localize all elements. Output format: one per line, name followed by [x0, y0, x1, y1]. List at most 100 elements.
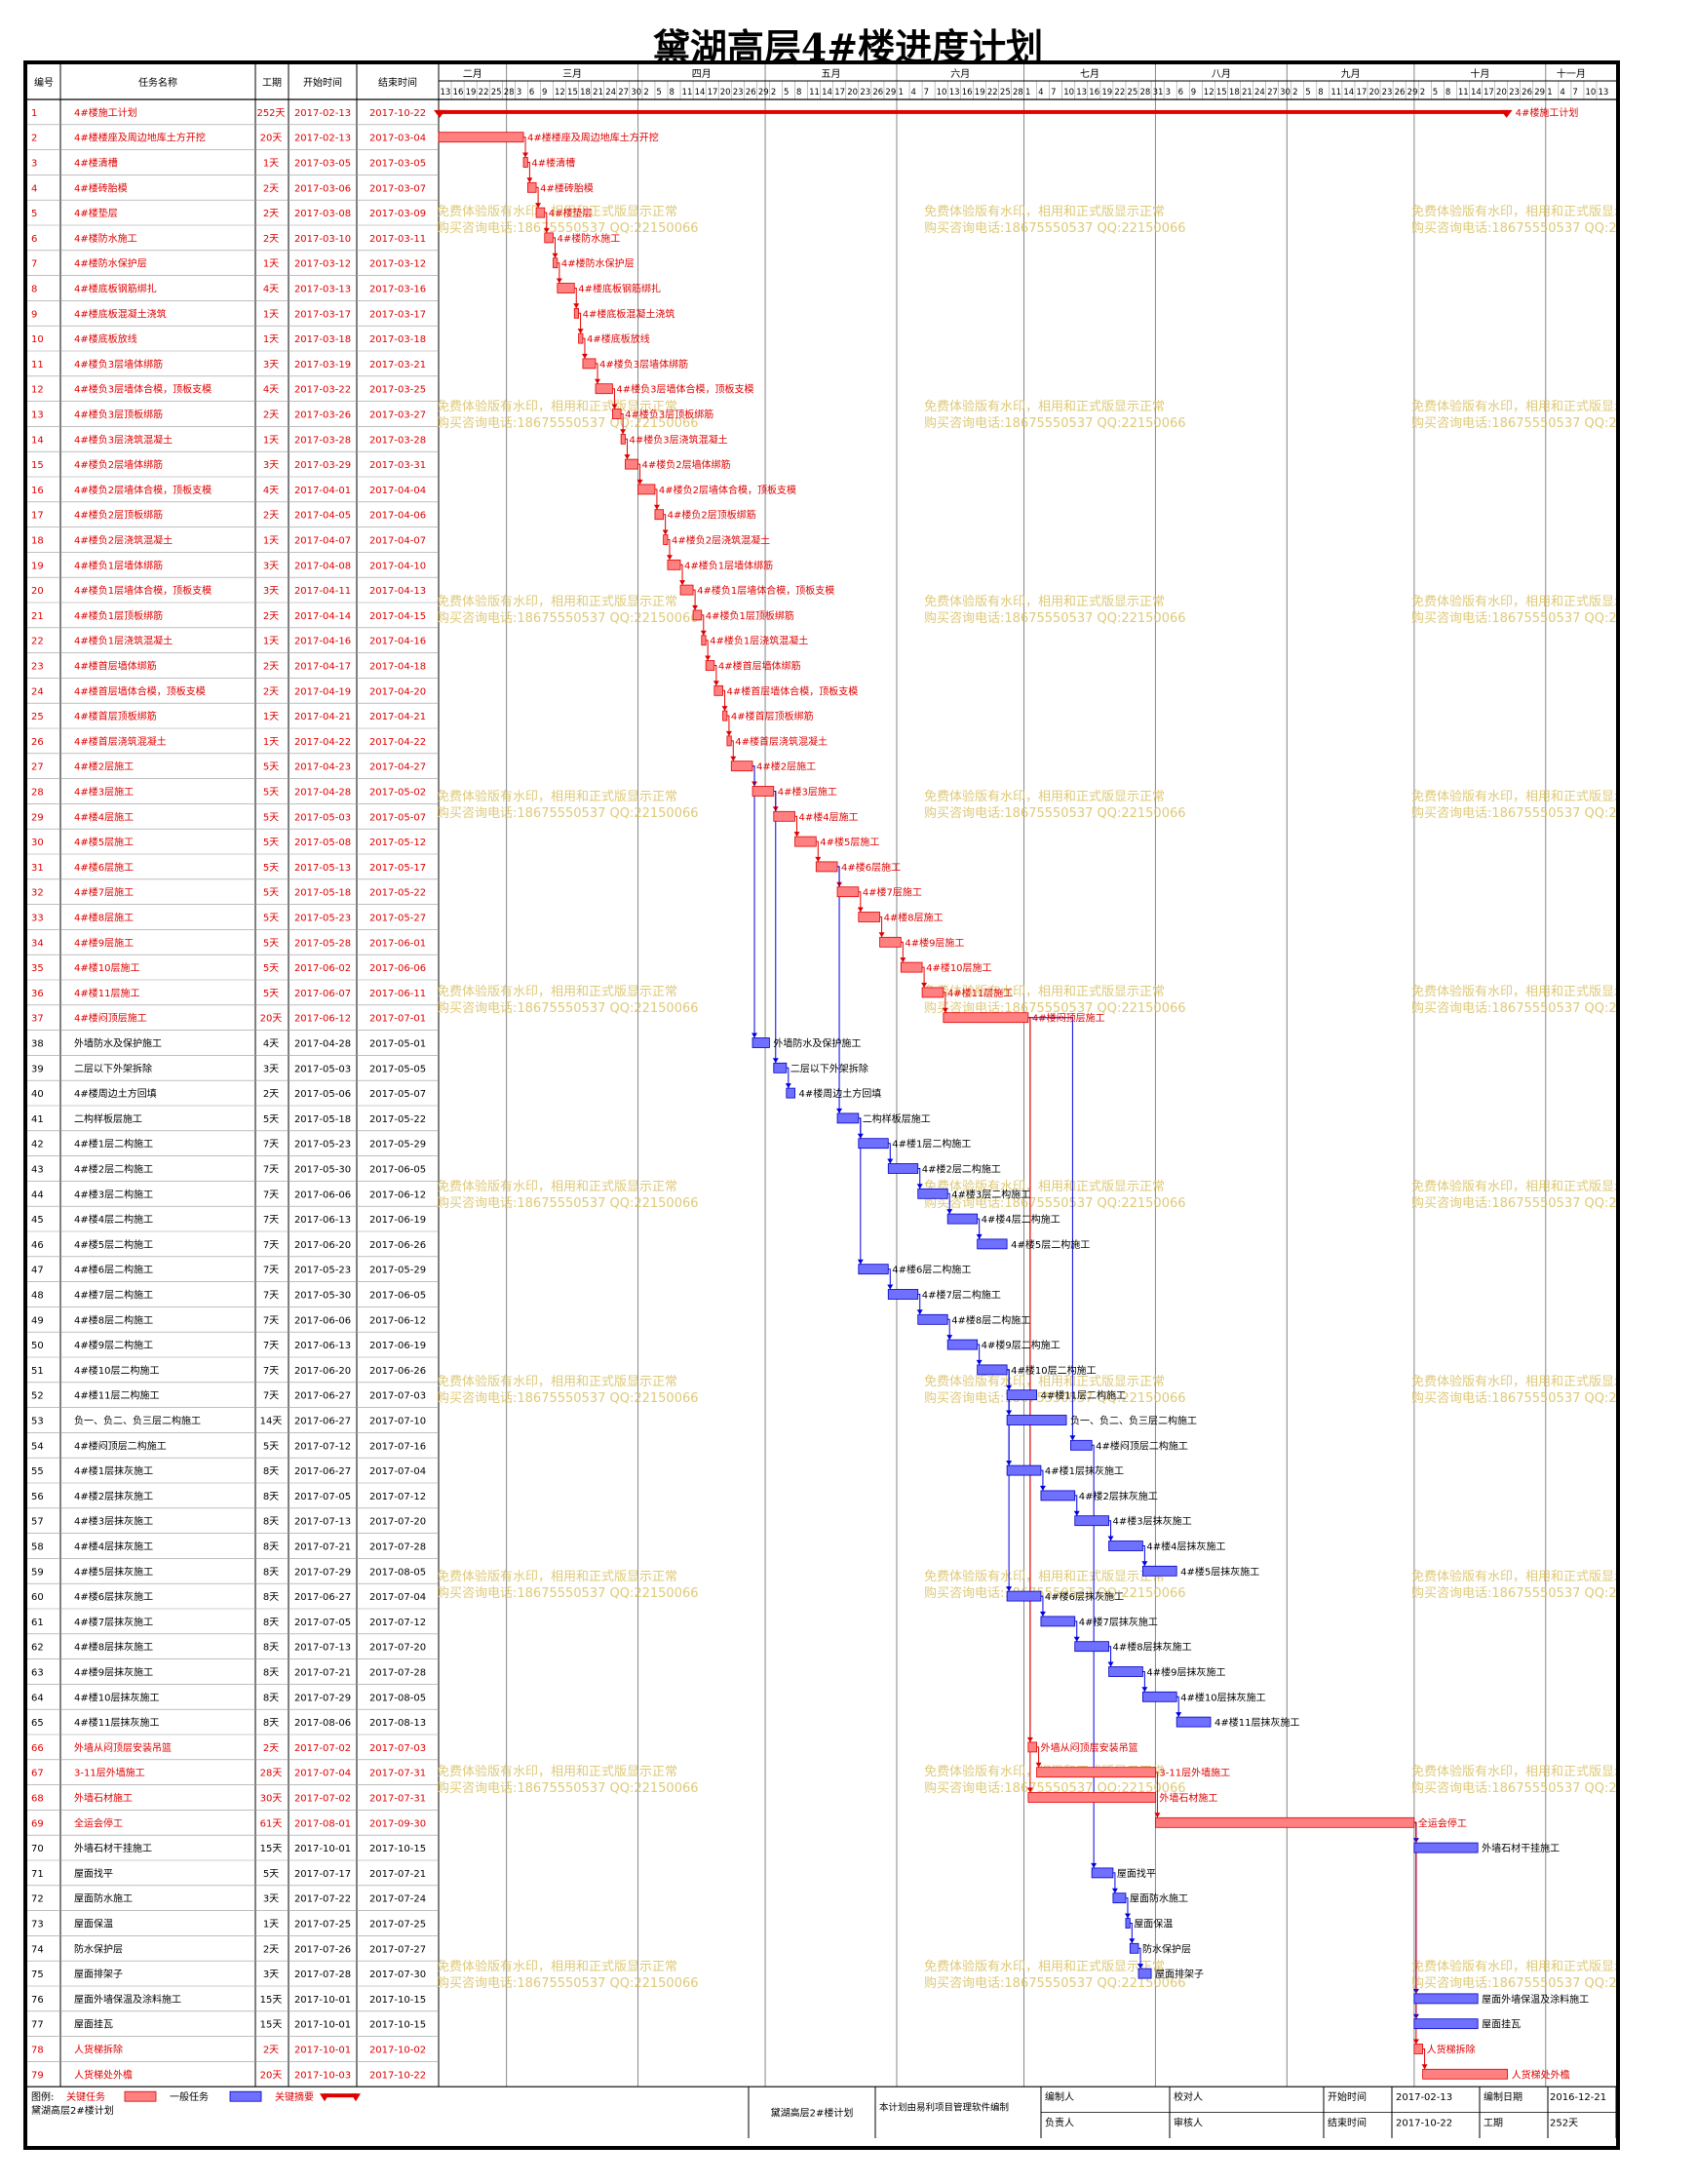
- dependency-link: [794, 815, 798, 838]
- task-bar-label: 3-11层外墙施工: [1159, 1767, 1230, 1779]
- critical-task-bar: [705, 660, 715, 671]
- task-start: 2017-05-18: [294, 888, 351, 899]
- task-id: 31: [31, 863, 44, 874]
- task-duration: 2天: [263, 234, 279, 245]
- task-name: 4#楼11层施工: [74, 987, 139, 999]
- task-id: 56: [31, 1492, 44, 1502]
- task-name: 4#楼2层施工: [74, 760, 134, 773]
- end-value: 2017-10-22: [1396, 2119, 1452, 2129]
- dependency-arrow: [721, 706, 728, 712]
- day-tick-label: 1: [1025, 88, 1030, 98]
- day-tick-label: 4: [911, 88, 916, 98]
- normal-task-bar: [858, 1138, 889, 1150]
- legend-summary-swatch: [324, 2093, 357, 2098]
- task-bar-label: 4#楼负2层浇筑混凝土: [672, 534, 770, 547]
- task-name: 4#楼负3层墙体合模，顶板支模: [74, 383, 212, 396]
- month-label: 八月: [1212, 68, 1231, 80]
- dependency-link: [621, 413, 624, 435]
- task-start: 2017-05-30: [294, 1165, 351, 1176]
- task-duration: 5天: [263, 888, 279, 899]
- critical-task-bar: [943, 1012, 1029, 1024]
- task-name: 4#楼清槽: [74, 157, 118, 170]
- task-end: 2017-07-04: [369, 1466, 426, 1477]
- critical-task-bar: [553, 257, 559, 269]
- day-tick-label: 13: [1599, 88, 1609, 98]
- task-start: 2017-04-07: [294, 536, 351, 547]
- task-bar-label: 防水保护层: [1142, 1942, 1191, 1955]
- task-end: 2017-07-10: [369, 1417, 426, 1427]
- watermark-line-2: 购买咨询电话:18675550537 QQ:22150066: [1411, 1000, 1616, 1016]
- task-id: 5: [31, 209, 37, 219]
- day-tick-label: 12: [555, 88, 565, 98]
- task-duration: 8天: [263, 1542, 279, 1553]
- task-start: 2017-06-27: [294, 1466, 351, 1477]
- task-name: 负一、负二、负三层二构施工: [74, 1415, 201, 1427]
- critical-task-bar: [1027, 1741, 1037, 1753]
- watermark-line-1: 免费体验版有水印，相用和正式版显示正常: [924, 1374, 1165, 1389]
- task-bar-label: 4#楼4层二构施工: [982, 1213, 1060, 1226]
- task-bar-label: 4#楼负3层浇筑混凝土: [629, 433, 727, 446]
- critical-task-bar: [900, 961, 923, 973]
- day-tick-label: 26: [746, 88, 756, 98]
- task-id: 40: [31, 1089, 44, 1100]
- normal-task-bar: [858, 1264, 889, 1275]
- critical-task-bar: [1027, 1792, 1156, 1803]
- dependency-arrow: [815, 856, 822, 862]
- task-bar-label: 4#楼6层施工: [841, 861, 901, 874]
- legend-critical-swatch: [124, 2090, 157, 2102]
- task-end: 2017-05-27: [369, 914, 426, 924]
- watermark-line-2: 购买咨询电话:18675550537 QQ:22150066: [437, 220, 699, 236]
- task-bar-label: 4#楼负3层墙体合模，顶板支模: [616, 383, 753, 396]
- legend-normal-swatch: [229, 2090, 262, 2102]
- task-name: 4#楼10层施工: [74, 961, 139, 974]
- task-start: 2017-03-05: [294, 159, 351, 170]
- dependency-link: [837, 866, 840, 1113]
- dependency-arrow: [785, 1083, 791, 1089]
- dependency-link: [922, 966, 925, 988]
- dependency-link: [693, 589, 696, 610]
- dependency-link: [1112, 1872, 1116, 1893]
- task-end: 2017-07-20: [369, 1643, 426, 1654]
- normal-task-bar: [1112, 1892, 1127, 1904]
- task-end: 2017-08-05: [369, 1693, 426, 1703]
- task-name: 4#楼3层抹灰施工: [74, 1515, 153, 1528]
- task-duration: 3天: [263, 360, 279, 370]
- task-bar-label: 4#楼负3层顶板绑筋: [625, 409, 713, 421]
- critical-task-bar: [620, 433, 626, 445]
- task-bar-label: 4#楼5层抹灰施工: [1180, 1565, 1259, 1578]
- task-end: 2017-04-13: [369, 586, 426, 597]
- task-duration: 8天: [263, 1693, 279, 1703]
- task-bar-label: 4#楼负1层墙体合模，顶板支模: [697, 584, 834, 597]
- task-bar-label: 屋面挂瓦: [1482, 2018, 1521, 2031]
- task-duration: 7天: [263, 1215, 279, 1226]
- task-start: 2017-03-08: [294, 209, 351, 219]
- day-tick-label: 24: [1254, 88, 1265, 98]
- dependency-link: [947, 1192, 950, 1215]
- task-start: 2017-05-23: [294, 1266, 351, 1276]
- day-tick-label: 23: [860, 88, 870, 98]
- dependency-link: [527, 162, 530, 183]
- task-start: 2017-04-28: [294, 788, 351, 799]
- task-bar-label: 4#楼10层抹灰施工: [1180, 1691, 1265, 1703]
- task-name: 二层以下外架拆除: [74, 1062, 152, 1074]
- task-end: 2017-10-15: [369, 1844, 426, 1854]
- task-name: 4#楼11层抹灰施工: [74, 1716, 159, 1729]
- day-tick-label: 2: [643, 88, 648, 98]
- task-duration: 5天: [263, 762, 279, 773]
- dependency-link: [578, 312, 582, 334]
- compile-date-label: 编制日期: [1484, 2090, 1523, 2103]
- task-name: 4#楼闷顶层二构施工: [74, 1439, 167, 1452]
- day-tick-label: 19: [466, 88, 477, 98]
- day-tick-label: 7: [1572, 88, 1577, 98]
- task-start: 2017-07-22: [294, 1894, 351, 1905]
- task-end: 2017-07-25: [369, 1920, 426, 1930]
- task-bar-label: 4#楼8层施工: [884, 912, 944, 924]
- task-start: 2017-10-01: [294, 2020, 351, 2031]
- watermark-line-1: 免费体验版有水印，相用和正式版显示正常: [1411, 1374, 1616, 1389]
- task-bar-label: 4#楼防水施工: [557, 232, 620, 245]
- watermark-line-2: 购买咨询电话:18675550537 QQ:22150066: [924, 220, 1186, 236]
- task-duration: 2天: [263, 410, 279, 421]
- task-duration: 1天: [263, 309, 279, 320]
- task-id: 73: [31, 1920, 44, 1930]
- day-tick-label: 30: [1280, 88, 1291, 98]
